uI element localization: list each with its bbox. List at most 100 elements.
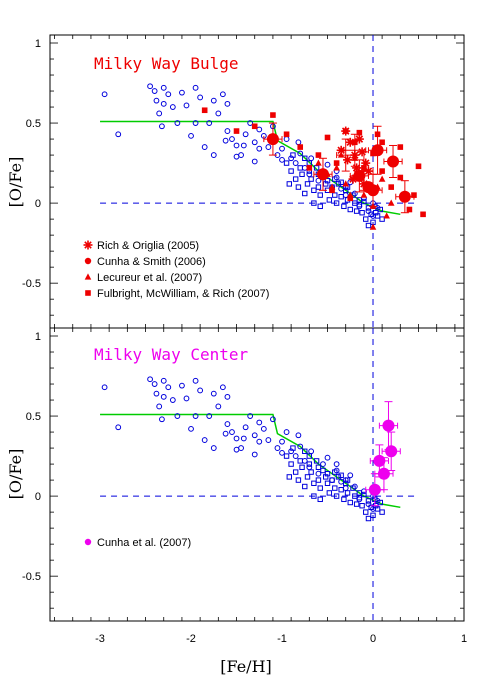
center-disk-open-circle <box>159 416 165 423</box>
center-point-circle <box>382 419 395 432</box>
bulge-disk-open-circle <box>233 153 240 160</box>
center-disk-open-square <box>379 509 385 515</box>
bulge-point-square <box>233 128 240 134</box>
center-disk-open-square <box>344 490 351 496</box>
center-point-circle <box>385 445 398 458</box>
center-disk-open-circle <box>256 438 263 445</box>
center-disk-open-square <box>290 445 296 451</box>
bulge-point-square <box>342 128 349 134</box>
bulge-disk-open-square <box>302 190 308 197</box>
center-disk-open-square <box>313 458 320 464</box>
center-y-tick-label: 1 <box>35 331 41 343</box>
bulge-point-square <box>352 139 358 146</box>
center-disk-open-square <box>347 499 353 506</box>
bulge-disk-open-circle <box>365 208 372 215</box>
center-disk-open-circle <box>260 425 267 432</box>
bulge-disk-open-circle <box>192 84 199 91</box>
bulge-point-square <box>379 139 385 146</box>
bulge-point-square <box>306 165 313 171</box>
bulge-disk-open-circle <box>159 123 165 130</box>
bulge-disk-open-circle <box>206 120 213 126</box>
center-plot-frame: -0.5 0 0.5 1 <box>22 327 465 622</box>
bulge-disk-open-circle <box>197 94 204 101</box>
bulge-disk-open-circle <box>153 97 160 104</box>
center-disk-open-circle <box>179 382 185 389</box>
bulge-point-triangle <box>351 154 359 161</box>
legend-item-cunha-smith: Cunha & Smith (2006) <box>84 256 206 268</box>
bulge-point-asterisk <box>357 147 367 157</box>
bulge-disk-open-square <box>288 168 294 174</box>
center-disk-open-square <box>338 487 344 493</box>
center-disk-open-circle <box>240 435 247 442</box>
bulge-point-square <box>415 163 422 170</box>
bulge-point-triangle <box>342 180 350 187</box>
legend-item-cunha-2007: Cunha et al. (2007) <box>84 537 191 549</box>
x-tick-labels: -3 -2 -1 0 1 <box>95 633 467 645</box>
center-disk-open-circle <box>256 419 263 426</box>
center-plot-border <box>49 327 465 622</box>
bulge-disk-open-square <box>290 152 296 158</box>
center-disk-open-circle <box>160 393 167 400</box>
center-disk-open-circle <box>165 384 172 391</box>
center-disk-open-square <box>341 496 347 503</box>
center-disk-open-square <box>335 474 342 480</box>
center-disk-open-circle <box>215 403 222 410</box>
center-disk-open-circle <box>192 413 199 419</box>
bulge-point-square <box>251 123 258 130</box>
bulge-disk-open-circle <box>324 161 331 168</box>
bulge-point-asterisk-stroke <box>352 164 361 172</box>
center-disk-open-square <box>302 483 308 490</box>
bulge-disk-open-circle <box>147 83 153 90</box>
center-panel-title: Milky Way Center <box>94 345 248 364</box>
bulge-point-square <box>297 144 304 150</box>
center-disk-open-square <box>359 503 365 509</box>
legend-marker-square <box>85 290 91 296</box>
legend-marker-square <box>85 290 91 296</box>
legend-marker-triangle <box>84 273 92 280</box>
center-disk-open-square <box>326 490 333 496</box>
bulge-point-square <box>201 107 208 114</box>
bulge-disk-open-circle <box>179 89 185 96</box>
center-disk-open-square <box>306 461 313 467</box>
x-tick-label: 0 <box>370 633 376 645</box>
bulge-point-circle <box>266 133 279 146</box>
center-disk-open-circle <box>115 424 122 431</box>
center-disk-open-circle <box>206 413 213 419</box>
bulge-disk-open-square <box>341 203 347 210</box>
legend-label: Fulbright, McWilliam, & Rich (2007) <box>97 288 269 300</box>
bulge-disk-open-circle <box>222 137 229 144</box>
legend-marker-circle <box>84 257 92 265</box>
center-disk-open-circle <box>233 435 240 442</box>
bulge-disk-open-circle <box>297 150 304 157</box>
bulge-point-triangle <box>337 151 345 158</box>
bulge-disk-open-square <box>304 181 311 187</box>
bulge-disk-open-square <box>356 202 363 208</box>
bulge-point-triangle <box>369 202 377 209</box>
bulge-disk-open-square <box>297 165 303 171</box>
bulge-disk-open-square <box>353 208 360 214</box>
bulge-point-square <box>329 187 335 194</box>
x-tick-label: 1 <box>461 633 467 645</box>
center-disk-open-circle <box>283 429 290 435</box>
bulge-disk-open-circle <box>292 160 299 166</box>
bulge-point-asterisk-stroke <box>343 156 352 164</box>
bulge-point-square <box>361 165 367 171</box>
bulge-disk-open-circle <box>160 100 167 107</box>
center-disk-open-square <box>356 495 363 501</box>
bulge-disk-open-circle <box>242 131 249 138</box>
bulge-disk-open-circle <box>174 120 181 126</box>
bulge-point-square <box>397 144 404 150</box>
bulge-point-square <box>283 131 290 138</box>
bulge-point-square <box>411 192 417 198</box>
center-disk-open-circle <box>101 384 108 391</box>
bulge-point-circle <box>353 169 366 182</box>
center-y-axis-title: [O/Fe] <box>6 449 25 500</box>
center-disk-open-square <box>297 458 303 464</box>
bulge-disk-open-circle <box>169 104 176 110</box>
center-disk-open-circle <box>201 437 208 443</box>
center-disk-open-square <box>292 469 299 475</box>
bulge-disk-open-square <box>379 216 385 222</box>
bulge-disk-open-square <box>311 200 317 206</box>
bulge-disk-open-circle <box>315 177 322 184</box>
